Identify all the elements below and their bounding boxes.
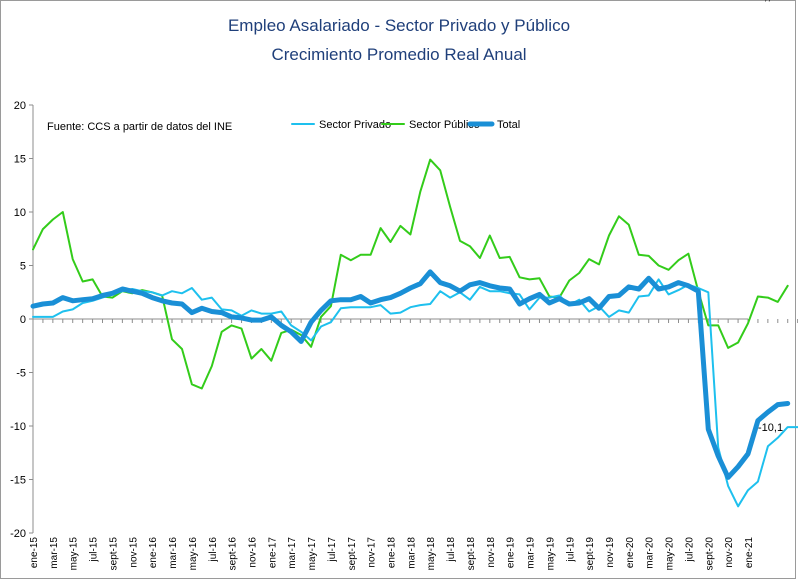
x-tick-label: jul-17 [327,537,338,563]
x-tick-label: sept-17 [347,537,358,571]
x-tick-label: nov-15 [128,537,139,568]
y-tick-label: 5 [20,261,26,273]
x-tick-label: may-20 [665,537,676,571]
end-value-label: -7,9 [758,0,777,3]
x-tick-label: nov-18 [486,537,497,568]
source-note: Fuente: CCS a partir de datos del INE [47,121,232,133]
x-tick-label: sept-20 [704,537,715,571]
x-tick-label: nov-17 [367,537,378,568]
y-tick-label: 20 [14,100,26,112]
end-value-label: 3,1 [758,0,773,3]
x-tick-label: jul-16 [208,537,219,563]
x-tick-label: ene-19 [506,537,517,569]
x-tick-label: mar-17 [287,537,298,569]
x-tick-label: may-19 [545,537,556,571]
x-tick-label: jul-20 [684,537,695,563]
x-tick-label: jul-15 [89,537,100,563]
series-line-total [30,269,791,480]
legend-label: Sector Privado [319,119,391,131]
x-tick-label: mar-19 [526,537,537,569]
x-tick-label: sept-16 [228,537,239,571]
x-tick-label: sept-19 [585,537,596,571]
x-tick-label: mar-20 [645,537,656,569]
x-tick-label: ene-15 [29,537,40,569]
x-tick-label: may-18 [426,537,437,571]
x-tick-label: sept-15 [108,537,119,571]
end-value-label: -10,1 [758,422,783,434]
y-tick-label: -5 [16,368,26,380]
x-tick-label: mar-15 [49,537,60,569]
y-tick-label: 15 [14,154,26,166]
x-tick-label: jul-19 [565,537,576,563]
x-tick-label: sept-18 [466,537,477,571]
x-tick-label: jul-18 [446,537,457,563]
y-tick-label: 0 [20,314,26,326]
x-tick-label: mar-18 [406,537,417,569]
x-tick-label: mar-16 [168,537,179,569]
x-tick-label: ene-21 [744,537,755,569]
series-line-sector-privado [32,278,798,508]
x-tick-label: nov-20 [724,537,735,568]
chart-subtitle: Crecimiento Promedio Real Anual [271,45,527,64]
x-tick-label: may-16 [188,537,199,571]
x-tick-label: ene-17 [267,537,278,569]
x-tick-label: nov-19 [605,537,616,568]
y-tick-label: -20 [10,528,26,540]
series-line-sector-público [32,158,789,390]
chart-title: Empleo Asalariado - Sector Privado y Púb… [227,16,571,35]
y-tick-label: 10 [14,207,26,219]
x-tick-label: may-17 [307,537,318,571]
legend-label: Total [497,119,520,131]
x-tick-label: ene-18 [387,537,398,569]
y-tick-label: -10 [10,421,26,433]
x-tick-label: ene-20 [625,537,636,569]
x-tick-label: ene-16 [148,537,159,569]
x-tick-label: nov-16 [247,537,258,568]
legend-label: Sector Público [409,119,480,131]
y-tick-label: -15 [10,475,26,487]
x-tick-label: may-15 [69,537,80,571]
